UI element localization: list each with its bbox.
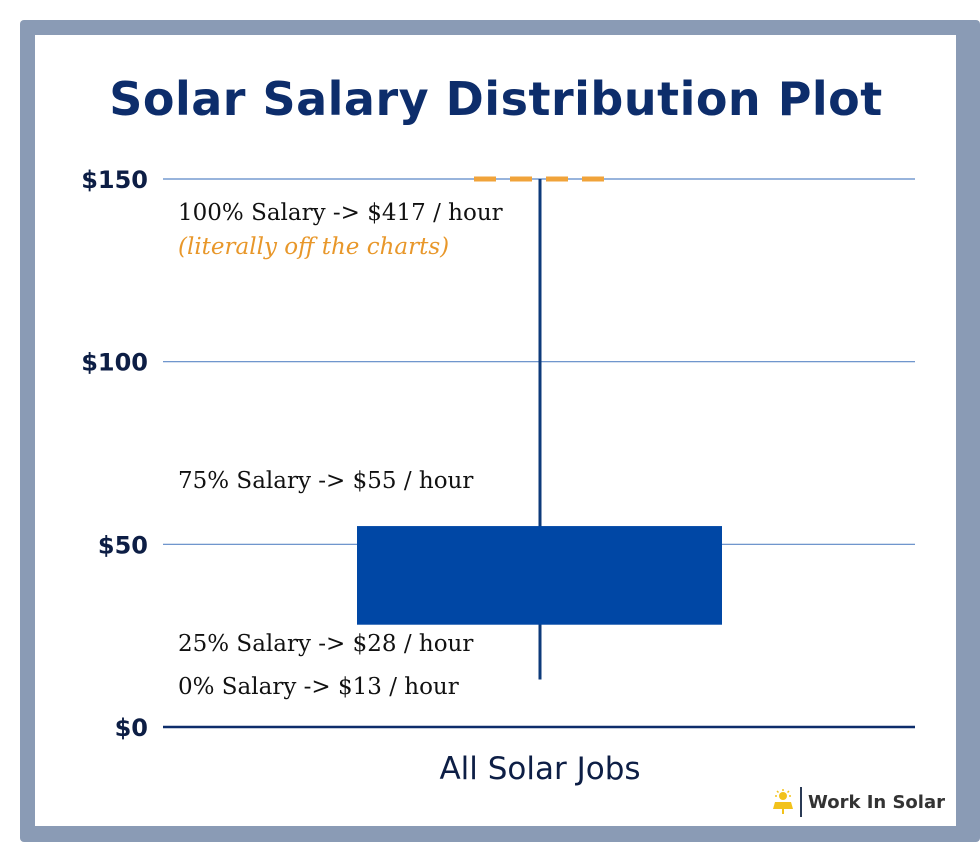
y-tick-label: $150 <box>81 166 148 194</box>
brand-separator <box>800 787 802 817</box>
annotation-off-chart-note: (literally off the charts) <box>178 234 450 260</box>
box-iqr <box>357 526 722 625</box>
solar-panel-icon <box>773 789 793 814</box>
annotation-q3: 75% Salary -> $55 / hour <box>178 468 474 494</box>
annotation-max: 100% Salary -> $417 / hour <box>178 200 503 226</box>
brand-logo: Work In Solar <box>772 786 945 818</box>
y-tick-label: $50 <box>98 531 148 559</box>
y-tick-label: $0 <box>115 714 148 742</box>
annotation-min: 0% Salary -> $13 / hour <box>178 674 459 700</box>
y-tick-label: $100 <box>81 349 148 377</box>
chart-title: Solar Salary Distribution Plot <box>109 72 883 126</box>
chart-panel <box>35 35 956 826</box>
annotation-q1: 25% Salary -> $28 / hour <box>178 631 474 657</box>
brand-label: Work In Solar <box>808 791 945 813</box>
x-category-label: All Solar Jobs <box>439 751 640 787</box>
